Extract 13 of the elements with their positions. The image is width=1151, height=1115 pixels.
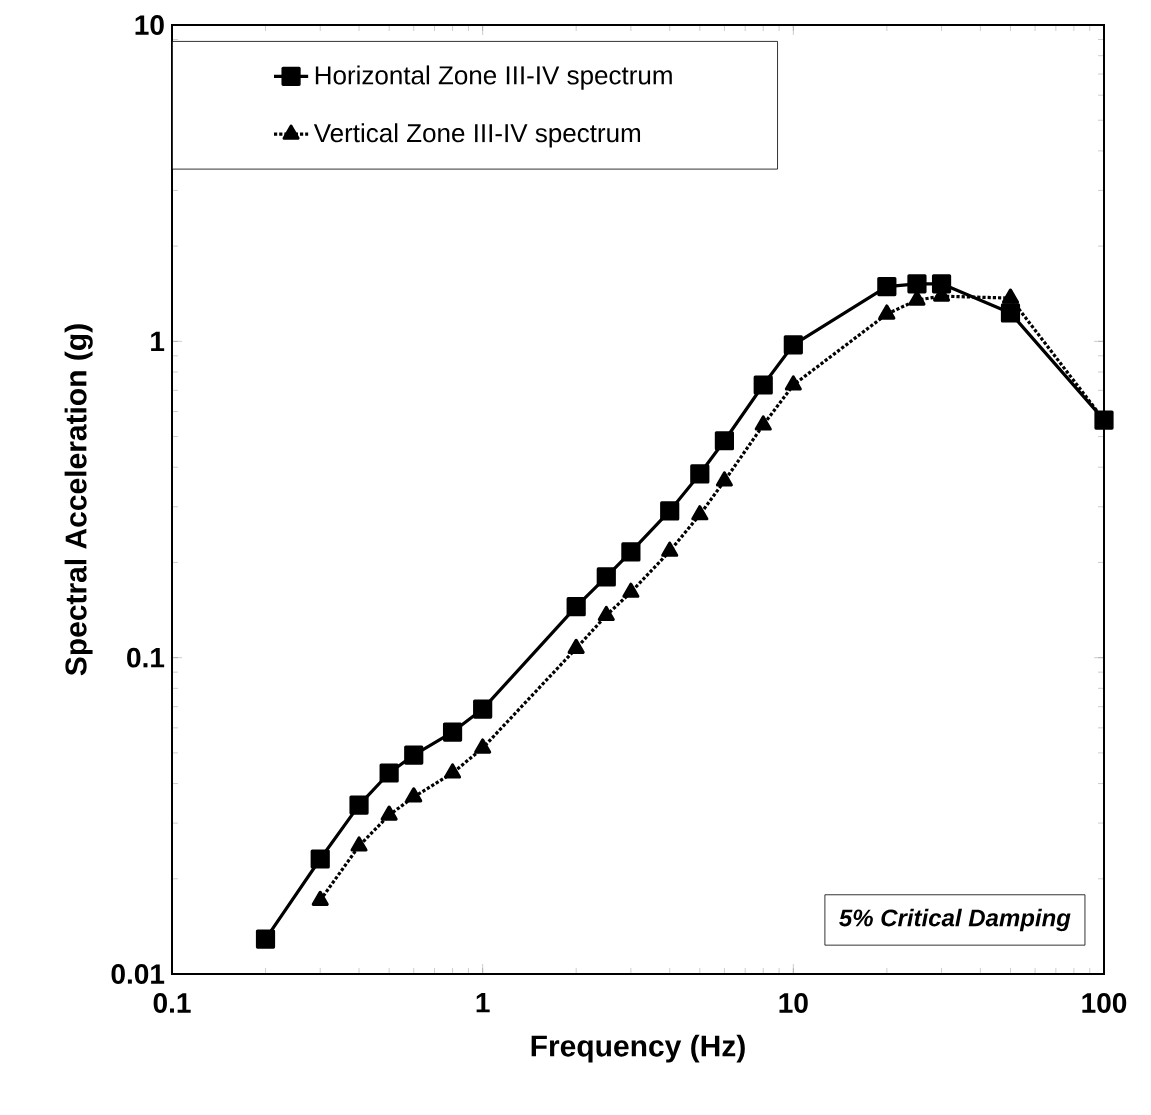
legend-label: Horizontal Zone III-IV spectrum xyxy=(315,65,672,90)
y-tick-label: 10 xyxy=(135,15,164,35)
x-axis-title: Frequency (Hz) xyxy=(531,1034,745,1063)
y-tick-label: 1 xyxy=(151,331,165,351)
x-tick-label: 100 xyxy=(1082,993,1127,1013)
x-tick-label: 1 xyxy=(476,993,490,1013)
x-tick-label: 10 xyxy=(779,993,808,1013)
annotation: 5% Critical Damping xyxy=(839,908,1071,932)
y-tick-label: 0.1 xyxy=(127,647,165,668)
x-tick-label: 0.1 xyxy=(153,993,191,1013)
y-axis-title: Spectral Acceleration (g) xyxy=(64,324,93,676)
y-tick-label: 0.01 xyxy=(111,964,165,984)
legend-label: Vertical Zone III-IV spectrum xyxy=(313,123,641,148)
